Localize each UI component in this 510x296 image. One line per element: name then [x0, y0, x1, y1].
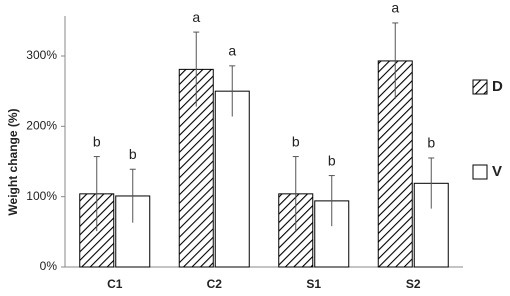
- legend-swatch: [472, 164, 488, 180]
- significance-letter: b: [427, 135, 435, 151]
- y-tick-label: 0%: [40, 259, 58, 273]
- y-tick-label: 200%: [26, 119, 57, 133]
- bar: [214, 90, 250, 268]
- bar: [178, 68, 214, 268]
- x-tick-label: C2: [207, 277, 223, 291]
- y-tick-label: 100%: [26, 189, 57, 203]
- significance-letter: b: [328, 152, 336, 168]
- x-tick-label: S1: [306, 277, 321, 291]
- x-tick-label: S2: [406, 277, 421, 291]
- significance-letter: b: [292, 133, 300, 149]
- significance-letter: b: [93, 133, 101, 149]
- y-tick-label: 300%: [26, 48, 57, 62]
- legend-label: D: [492, 78, 503, 95]
- significance-letter: a: [228, 43, 236, 59]
- significance-letter: a: [192, 9, 200, 25]
- significance-letter: b: [129, 146, 137, 162]
- significance-letter: a: [391, 0, 399, 16]
- x-tick-label: C1: [107, 277, 123, 291]
- legend-label: V: [492, 163, 502, 180]
- y-axis-label: Weight change (%): [6, 108, 20, 215]
- legend-swatch: [472, 79, 488, 95]
